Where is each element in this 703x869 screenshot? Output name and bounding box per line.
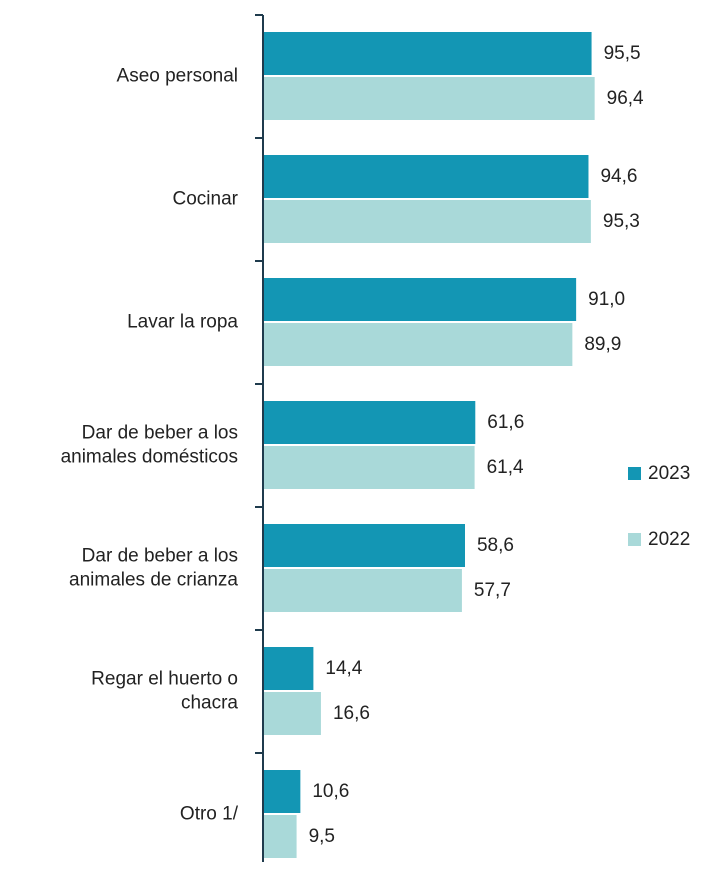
bar [264,815,297,858]
bar [264,692,321,735]
category-label: Regar el huerto o chacra [91,669,238,714]
bar [264,401,476,444]
value-label: 14,4 [325,658,362,679]
category-label: Dar de beber a los animales domésticos [61,423,238,468]
value-label: 95,5 [604,43,641,64]
category-label: Otro 1/ [180,804,239,825]
category-label-line: animales domésticos [61,447,238,468]
value-label: 96,4 [607,88,644,109]
bar [264,77,595,120]
bar [264,446,475,489]
legend-swatch [628,467,641,480]
bar [264,278,577,321]
legend-label: 2023 [648,463,690,484]
bar [264,569,462,612]
bar [264,200,591,243]
value-label: 9,5 [309,826,335,847]
value-label: 61,6 [487,412,524,433]
category-label-line: chacra [181,693,238,714]
category-label-line: Dar de beber a los [82,423,238,444]
category-label-line: animales de crianza [69,570,238,591]
category-label: Cocinar [173,189,239,210]
category-label-line: Regar el huerto o [91,669,238,690]
bar [264,524,465,567]
value-label: 61,4 [487,457,524,478]
legend-label: 2022 [648,529,690,550]
value-label: 16,6 [333,703,370,724]
category-label: Lavar la ropa [127,312,238,333]
category-label: Dar de beber a los animales de crianza [69,546,238,591]
value-label: 89,9 [584,334,621,355]
bar [264,323,573,366]
bar [264,32,592,75]
category-label: Aseo personal [117,66,238,87]
legend-swatch [628,533,641,546]
value-label: 10,6 [312,781,349,802]
value-label: 94,6 [600,166,637,187]
value-label: 95,3 [603,211,640,232]
bar [264,155,589,198]
value-label: 57,7 [474,580,511,601]
value-label: 58,6 [477,535,514,556]
category-label-line: Dar de beber a los [82,546,238,567]
value-label: 91,0 [588,289,625,310]
bar [264,770,301,813]
bar [264,647,314,690]
